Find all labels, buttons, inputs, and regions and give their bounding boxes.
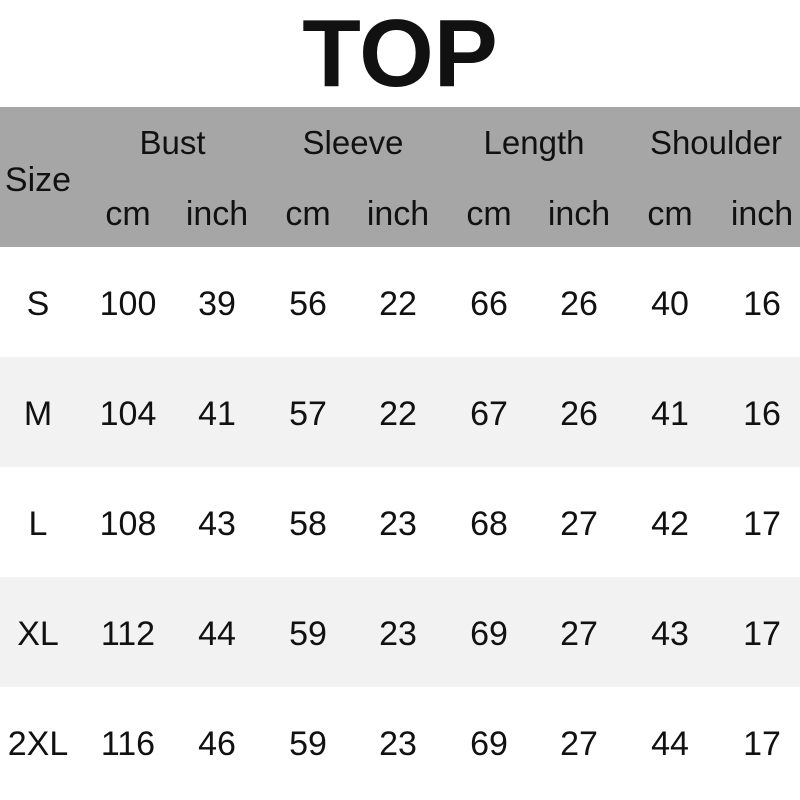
value-cell: 26 [560,285,598,323]
size-cell: S [26,285,50,323]
table-row: 2XL 116 46 59 23 69 27 44 17 [0,687,800,797]
unit-header: inch [730,195,794,233]
group-header-length: Length [483,124,585,161]
value-cell: 23 [379,615,417,653]
value-cell: 23 [379,725,417,763]
size-cell: XL [17,615,59,653]
value-cell: 26 [560,395,598,433]
size-cell: M [23,395,53,433]
value-cell: 112 [100,615,156,653]
group-header-sleeve: Sleeve [302,124,404,161]
unit-header: inch [185,195,249,233]
value-cell: 27 [560,615,598,653]
unit-header: cm [105,195,151,233]
value-cell: 69 [470,725,508,763]
table-header: Size Bust Sleeve Length Shoulder cm inch cm inc… [0,107,800,247]
table-row: S 100 39 56 22 66 26 40 16 [0,247,800,357]
table-row: M 104 41 57 22 67 26 41 16 [0,357,800,467]
value-cell: 42 [651,505,689,543]
value-cell: 56 [289,285,327,323]
value-cell: 57 [289,395,327,433]
value-cell: 22 [379,285,417,323]
value-cell: 16 [743,395,781,433]
value-cell: 41 [651,395,689,433]
value-cell: 58 [289,505,327,543]
unit-header: cm [285,195,331,233]
value-cell: 44 [198,615,236,653]
value-cell: 116 [100,725,156,763]
size-cell: L [28,505,48,543]
value-cell: 59 [289,615,327,653]
value-cell: 39 [198,285,236,323]
value-cell: 43 [198,505,236,543]
value-cell: 44 [651,725,689,763]
unit-header: cm [466,195,512,233]
unit-header: cm [647,195,693,233]
value-cell: 67 [470,395,508,433]
value-cell: 100 [99,285,157,323]
table-row: L 108 43 58 23 68 27 42 17 [0,467,800,577]
group-header-bust: Bust [139,124,206,161]
value-cell: 27 [560,505,598,543]
value-cell: 17 [743,725,781,763]
value-cell: 66 [470,285,508,323]
value-cell: 27 [560,725,598,763]
value-cell: 41 [198,395,236,433]
value-cell: 43 [651,615,689,653]
group-header-shoulder: Shoulder [649,124,783,161]
value-cell: 108 [99,505,157,543]
value-cell: 104 [99,395,157,433]
value-cell: 40 [651,285,689,323]
unit-header: inch [366,195,430,233]
value-cell: 69 [470,615,508,653]
value-cell: 22 [379,395,417,433]
unit-header: inch [547,195,611,233]
value-cell: 17 [743,505,781,543]
table-row: XL 112 44 59 23 69 27 43 17 [0,577,800,687]
size-header: Size [4,161,72,199]
value-cell: 68 [470,505,508,543]
value-cell: 46 [198,725,236,763]
value-cell: 16 [743,285,781,323]
value-cell: 17 [743,615,781,653]
value-cell: 59 [289,725,327,763]
value-cell: 23 [379,505,417,543]
page-title: TOP [302,0,498,107]
size-cell: 2XL [7,725,69,763]
